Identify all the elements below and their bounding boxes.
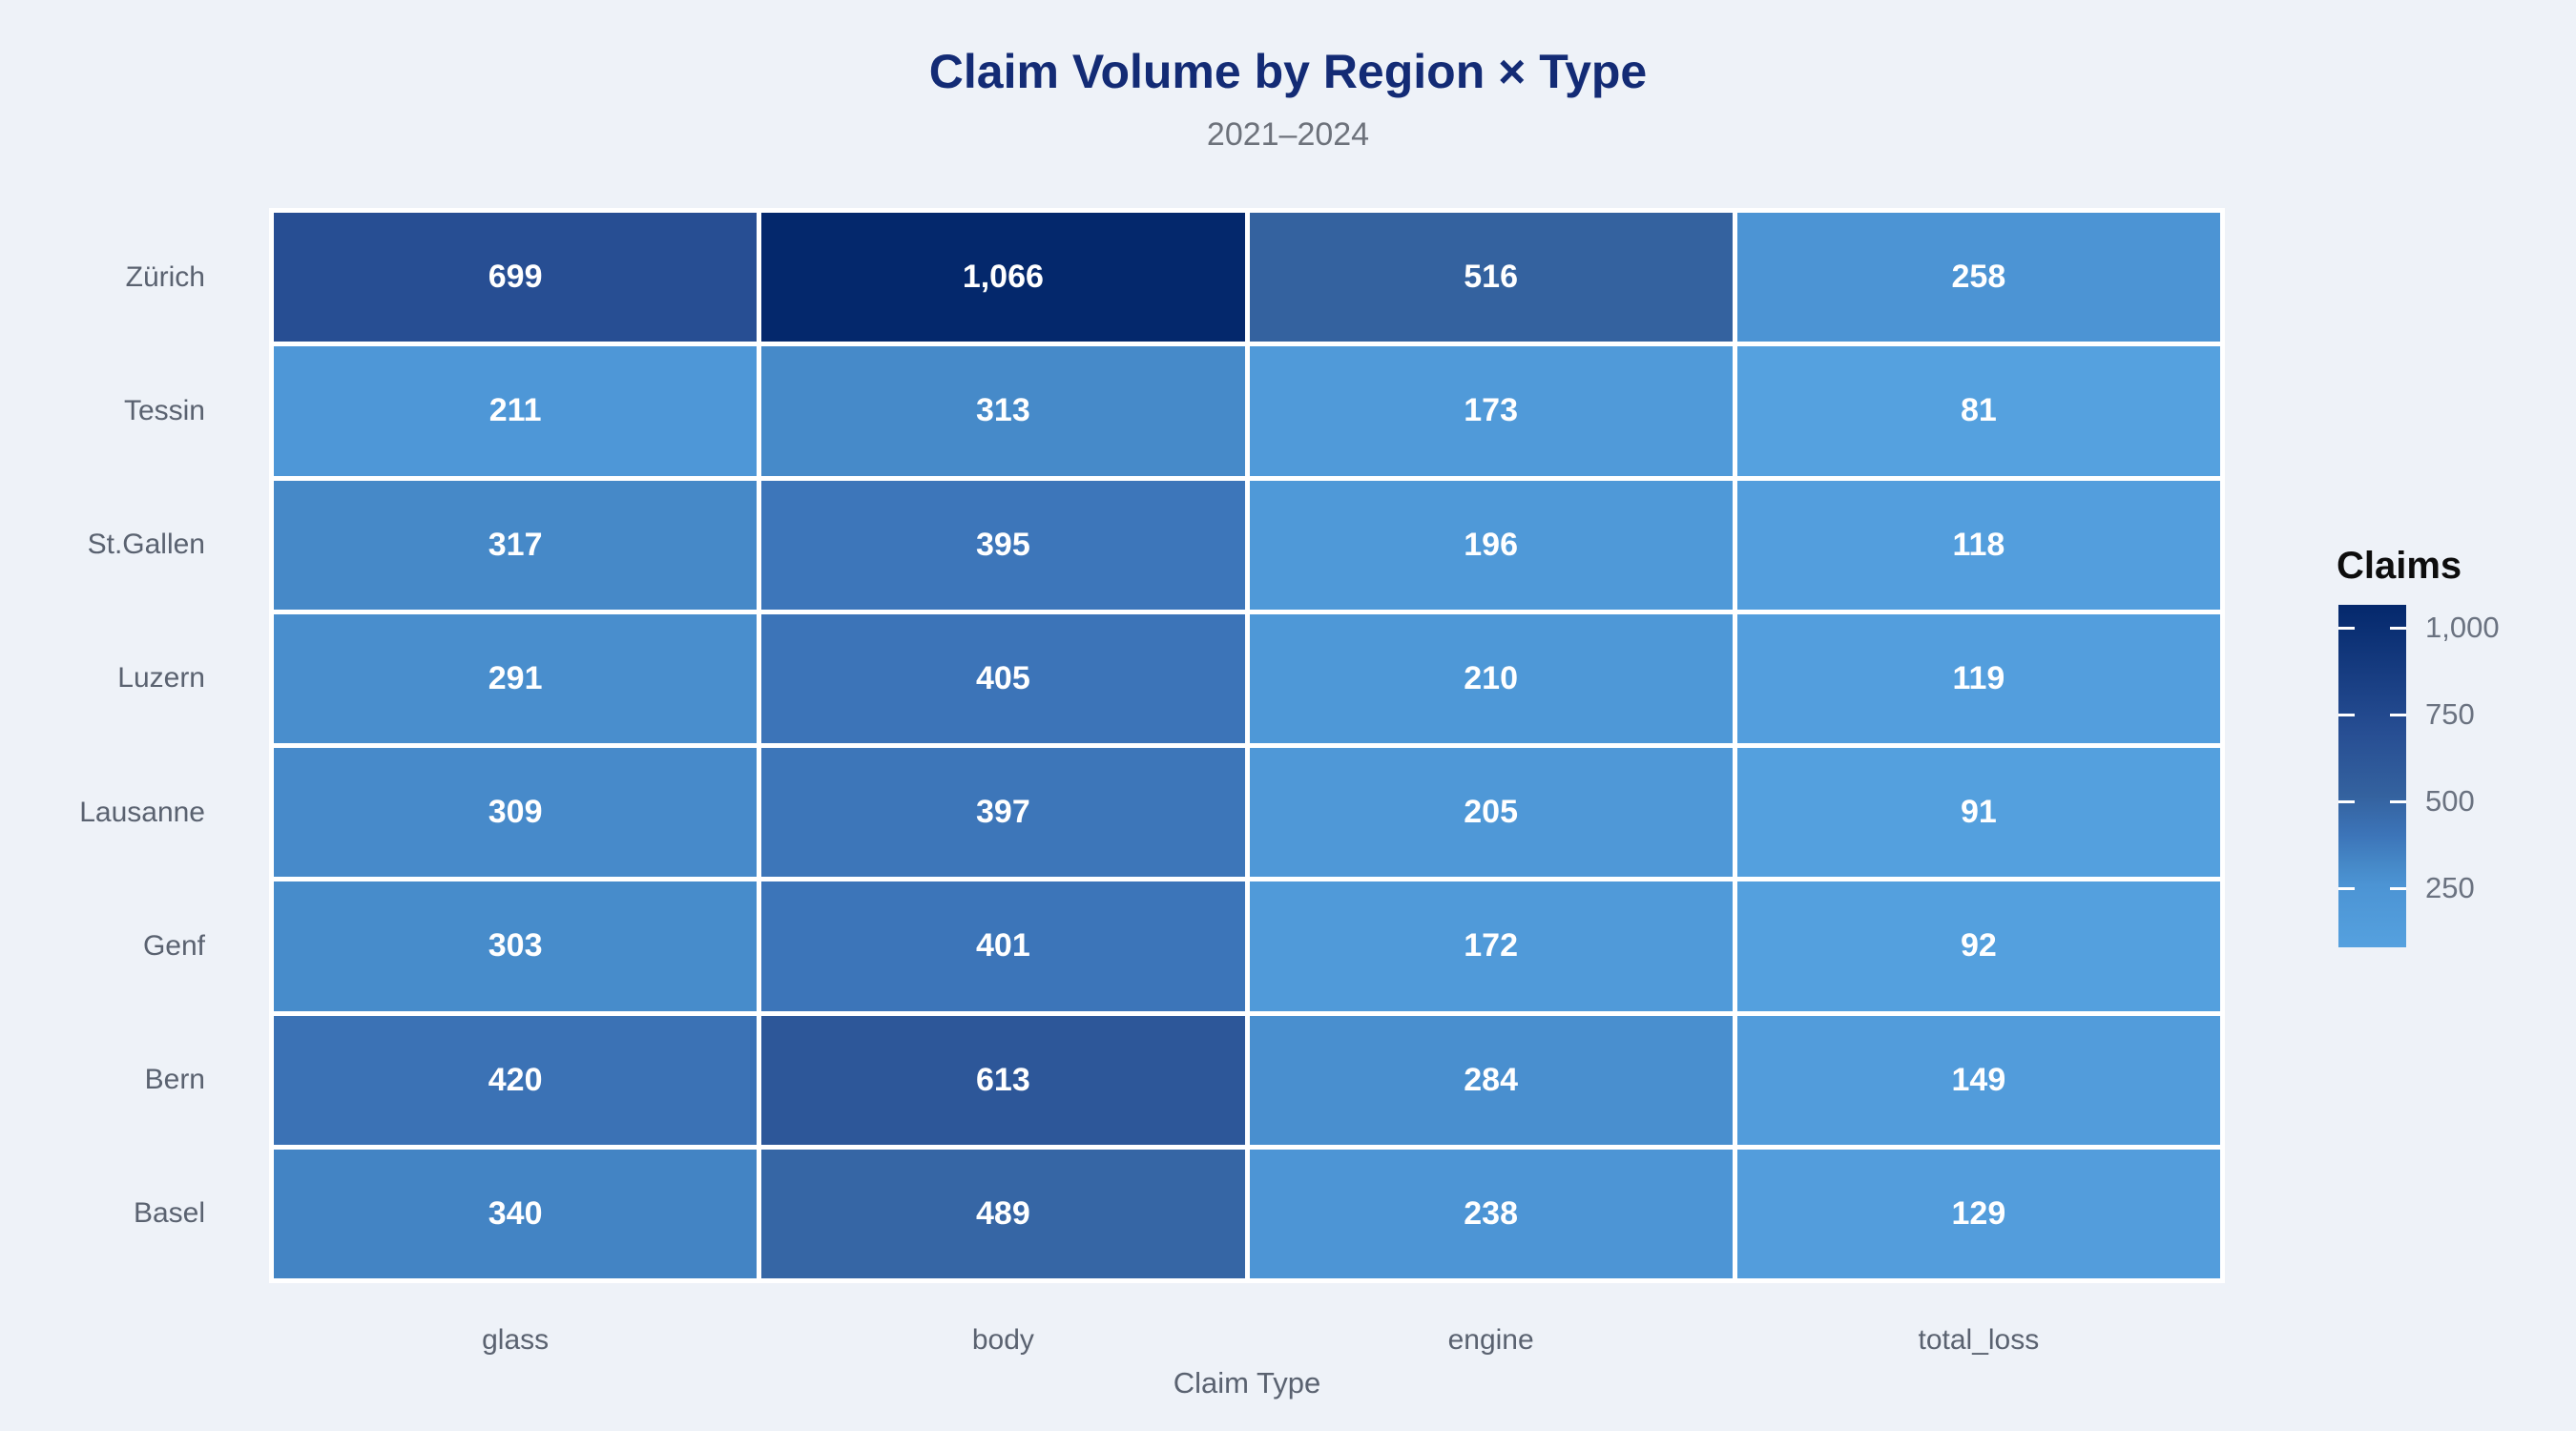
heatmap-cell[interactable]: 238	[1249, 1149, 1733, 1278]
legend-tick-label: 250	[2425, 871, 2475, 905]
cell-value: 340	[488, 1194, 543, 1232]
legend-tick-mark	[2338, 886, 2355, 890]
heatmap-cell[interactable]: 613	[761, 1015, 1245, 1145]
heatmap-cell[interactable]: 81	[1736, 346, 2220, 476]
cell-value: 613	[976, 1061, 1030, 1098]
chart-title: Claim Volume by Region × Type	[928, 45, 1648, 98]
cell-value: 238	[1464, 1194, 1518, 1232]
cell-value: 309	[488, 794, 543, 831]
cell-value: 81	[1960, 392, 1997, 429]
x-axis-title: Claim Type	[1173, 1366, 1321, 1400]
heatmap-cell[interactable]: 397	[761, 748, 1245, 878]
heatmap-cell[interactable]: 1,066	[761, 213, 1245, 342]
y-axis-label: Genf	[142, 929, 205, 962]
cell-value: 516	[1464, 259, 1518, 296]
cell-value: 92	[1960, 927, 1997, 964]
legend-tick-mark	[2390, 713, 2406, 716]
heatmap-cell[interactable]: 699	[274, 213, 758, 342]
legend-title: Claims	[2337, 545, 2462, 587]
heatmap-cell[interactable]: 303	[274, 881, 758, 1011]
cell-value: 119	[1952, 659, 2005, 696]
x-axis-label: engine	[1447, 1324, 1534, 1356]
cell-value: 210	[1464, 659, 1518, 696]
cell-value: 173	[1464, 392, 1518, 429]
y-axis-label: Luzern	[117, 662, 205, 695]
y-axis-label: Zürich	[125, 260, 205, 293]
heatmap-cell[interactable]: 340	[274, 1149, 758, 1278]
cell-value: 1,066	[962, 259, 1044, 296]
legend-tick-mark	[2338, 626, 2355, 630]
y-axis-label: Basel	[133, 1197, 205, 1230]
cell-value: 317	[488, 526, 543, 563]
y-axis-label: Bern	[144, 1064, 205, 1096]
cell-value: 397	[976, 794, 1030, 831]
heatmap-cell[interactable]: 210	[1249, 613, 1733, 743]
y-axis-label: Lausanne	[79, 796, 205, 828]
cell-value: 303	[488, 927, 543, 964]
heatmap-cell[interactable]: 129	[1736, 1149, 2220, 1278]
cell-value: 405	[976, 659, 1030, 696]
legend-colorbar	[2338, 605, 2406, 947]
legend-tick-label: 1,000	[2425, 611, 2500, 645]
cell-value: 205	[1464, 794, 1518, 831]
legend-tick-label: 750	[2425, 697, 2475, 732]
cell-value: 129	[1951, 1194, 2006, 1232]
legend-tick-label: 500	[2425, 784, 2475, 819]
heatmap-cell[interactable]: 313	[761, 346, 1245, 476]
cell-value: 395	[976, 526, 1030, 563]
cell-value: 258	[1951, 259, 2006, 296]
heatmap-cell[interactable]: 92	[1736, 881, 2220, 1011]
heatmap-cell[interactable]: 420	[274, 1015, 758, 1145]
cell-value: 284	[1464, 1061, 1518, 1098]
cell-value: 699	[488, 259, 543, 296]
heatmap-cell[interactable]: 284	[1249, 1015, 1733, 1145]
heatmap-cell[interactable]: 119	[1736, 613, 2220, 743]
x-axis-label: body	[971, 1324, 1034, 1356]
cell-value: 196	[1464, 526, 1518, 563]
heatmap-cell[interactable]: 516	[1249, 213, 1733, 342]
x-axis-label: glass	[482, 1324, 550, 1356]
heatmap-cell[interactable]: 205	[1249, 748, 1733, 878]
chart-subtitle: 2021–2024	[1206, 116, 1370, 153]
cell-value: 91	[1960, 794, 1997, 831]
legend-tick-mark	[2390, 886, 2406, 890]
heatmap-cell[interactable]: 196	[1249, 480, 1733, 610]
cell-value: 420	[488, 1061, 543, 1098]
legend-tick-mark	[2338, 799, 2355, 803]
legend-tick-mark	[2338, 713, 2355, 716]
heatmap-cell[interactable]: 91	[1736, 748, 2220, 878]
heatmap-cell[interactable]: 258	[1736, 213, 2220, 342]
heatmap-cell[interactable]: 149	[1736, 1015, 2220, 1145]
legend-tick-mark	[2390, 799, 2406, 803]
heatmap-cell[interactable]: 309	[274, 748, 758, 878]
legend-tick-mark	[2390, 626, 2406, 630]
heatmap-cell[interactable]: 173	[1249, 346, 1733, 476]
cell-value: 489	[976, 1194, 1030, 1232]
cell-value: 313	[976, 392, 1030, 429]
heatmap-cell[interactable]: 291	[274, 613, 758, 743]
heatmap-cell[interactable]: 405	[761, 613, 1245, 743]
heatmap-grid: 699 1,066 516 258 211 313 173 81 317 395 196 118 291…	[269, 208, 2225, 1283]
cell-value: 172	[1464, 927, 1518, 964]
heatmap-cell[interactable]: 211	[274, 346, 758, 476]
heatmap-cell[interactable]: 395	[761, 480, 1245, 610]
cell-value: 211	[488, 392, 542, 429]
heatmap-cell[interactable]: 489	[761, 1149, 1245, 1278]
heatmap-cell[interactable]: 172	[1249, 881, 1733, 1011]
cell-value: 291	[488, 659, 543, 696]
heatmap-cell[interactable]: 401	[761, 881, 1245, 1011]
cell-value: 149	[1951, 1061, 2006, 1098]
cell-value: 118	[1952, 526, 2005, 563]
heatmap-cell[interactable]: 118	[1736, 480, 2220, 610]
heatmap-cell[interactable]: 317	[274, 480, 758, 610]
x-axis-label: total_loss	[1918, 1324, 2040, 1356]
y-axis-label: Tessin	[123, 394, 205, 426]
y-axis-label: St.Gallen	[87, 529, 205, 561]
cell-value: 401	[976, 927, 1030, 964]
